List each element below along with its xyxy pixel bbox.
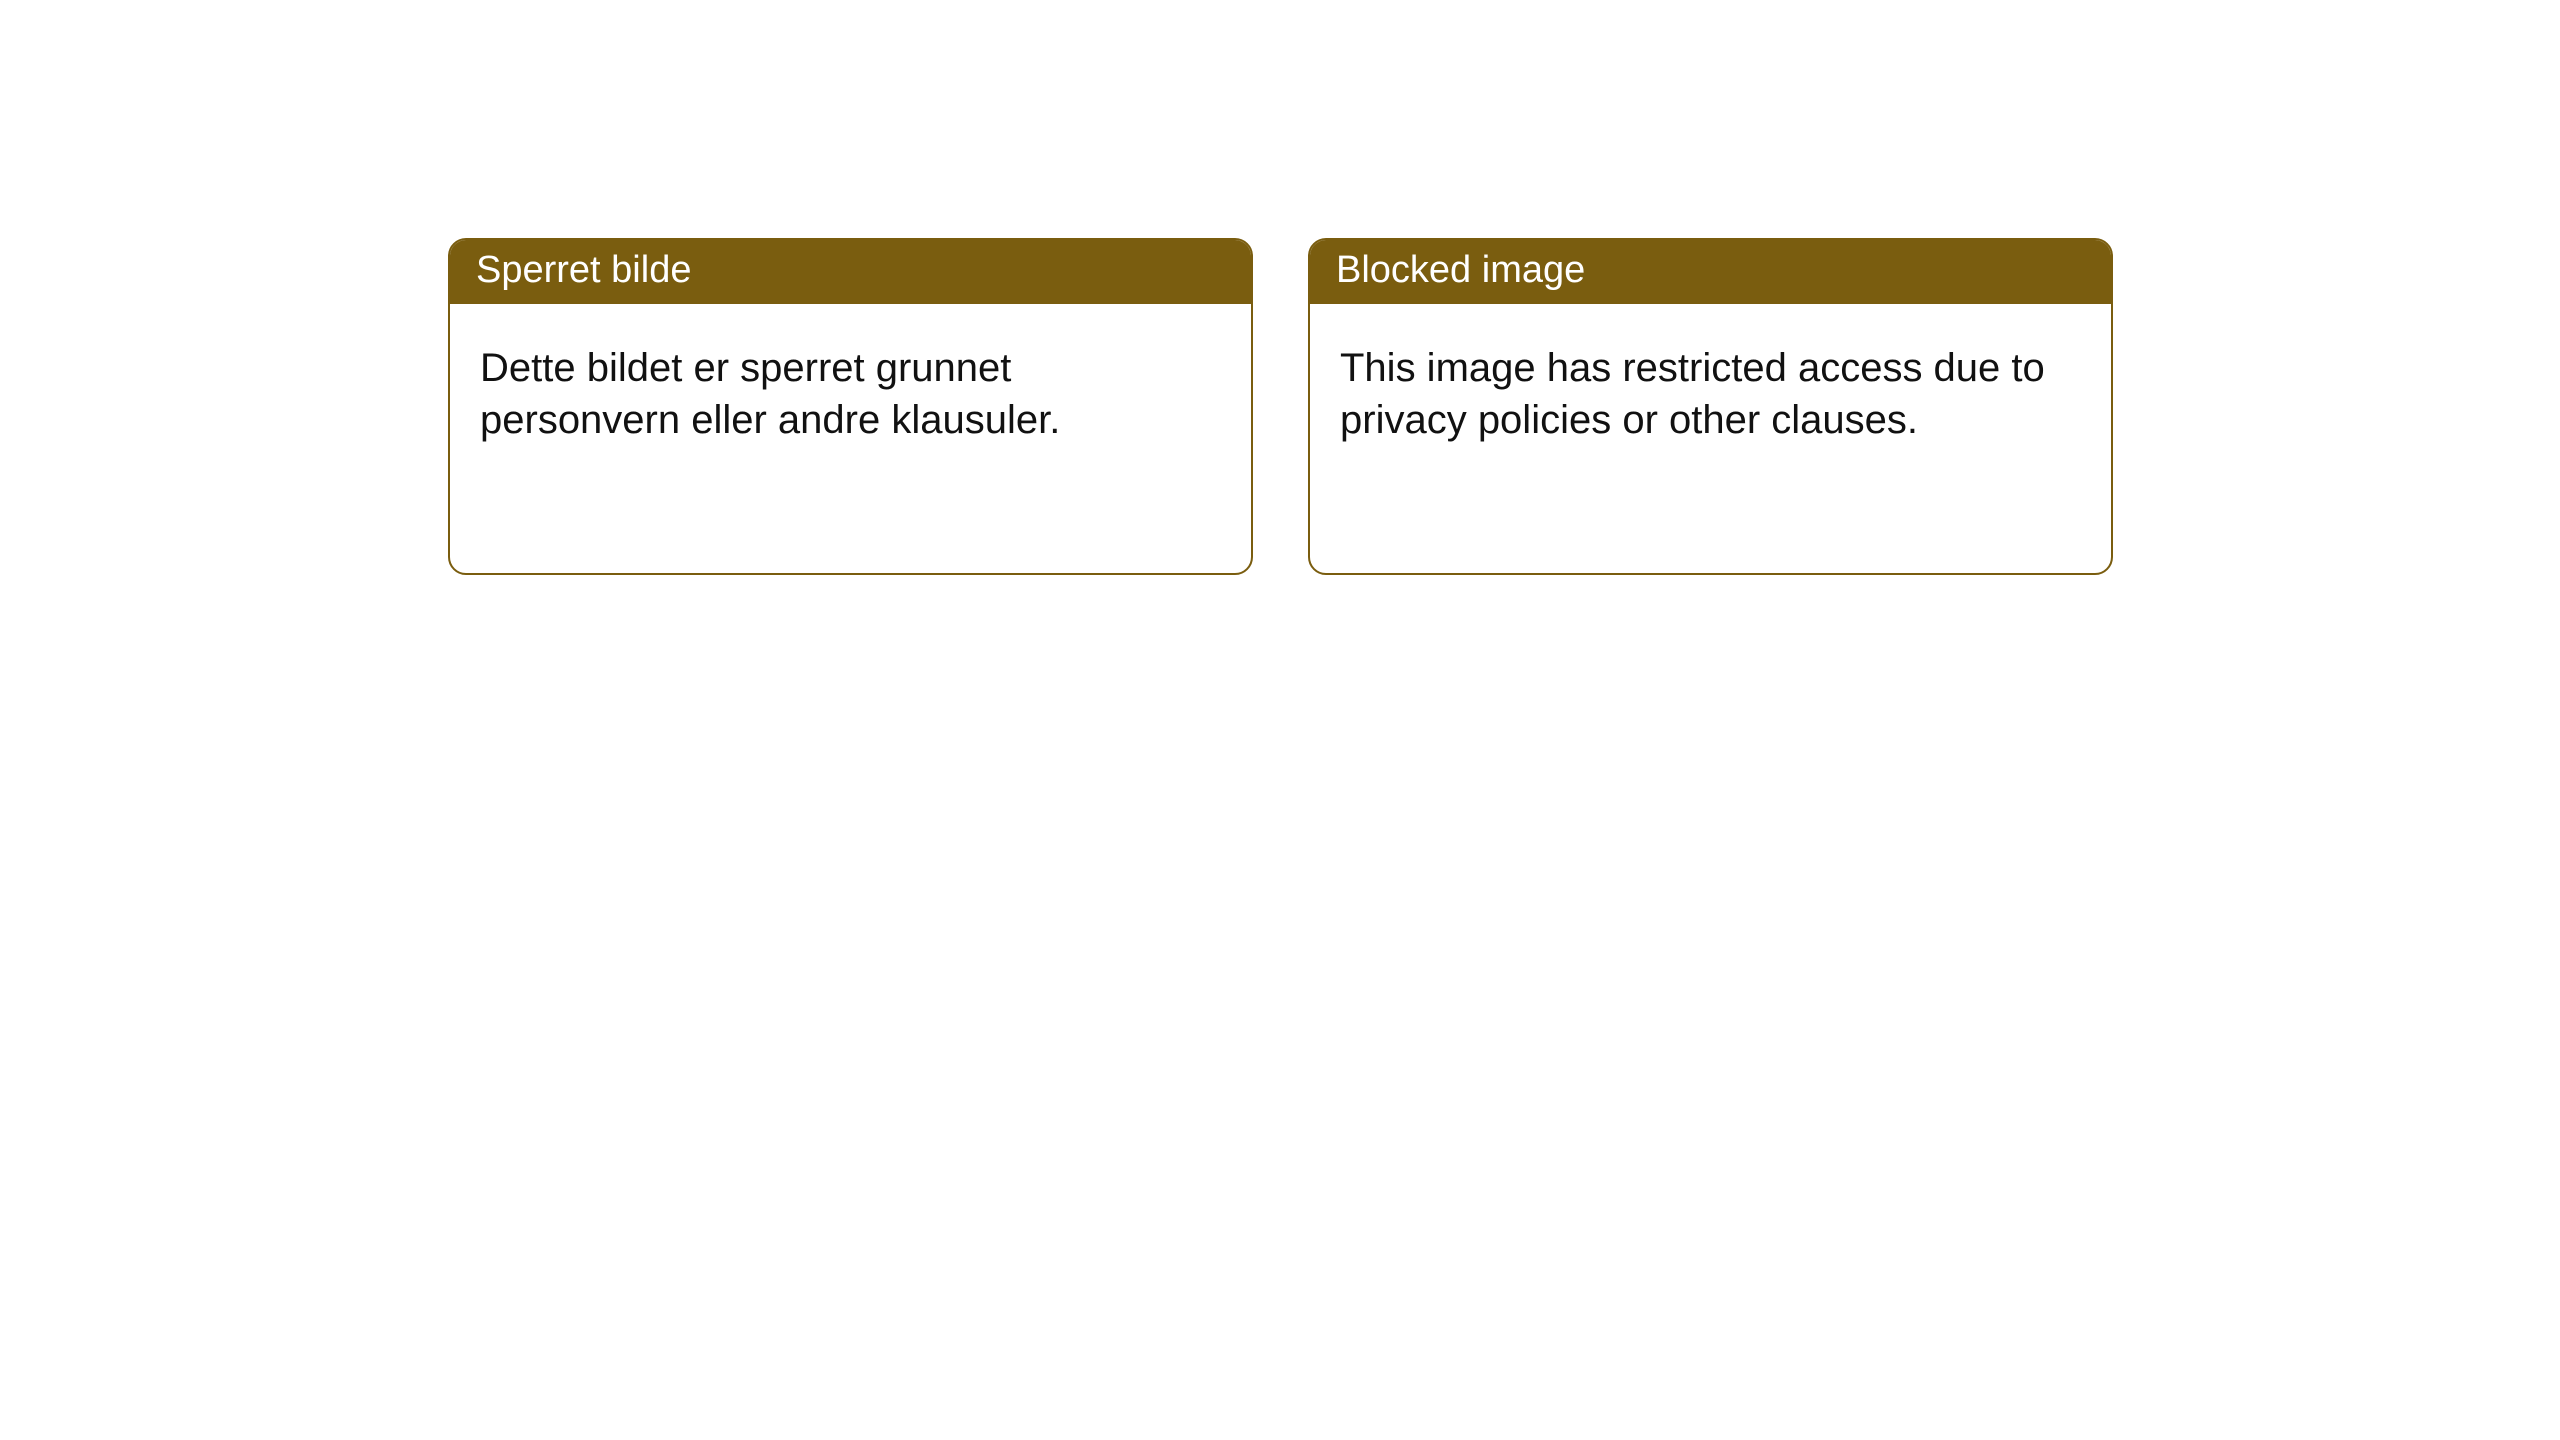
card-header-norwegian: Sperret bilde [450, 240, 1251, 304]
card-body-norwegian: Dette bildet er sperret grunnet personve… [450, 304, 1251, 476]
card-body-english: This image has restricted access due to … [1310, 304, 2111, 476]
card-header-english: Blocked image [1310, 240, 2111, 304]
card-norwegian: Sperret bilde Dette bildet er sperret gr… [448, 238, 1253, 575]
card-english: Blocked image This image has restricted … [1308, 238, 2113, 575]
notice-container: Sperret bilde Dette bildet er sperret gr… [0, 0, 2560, 575]
